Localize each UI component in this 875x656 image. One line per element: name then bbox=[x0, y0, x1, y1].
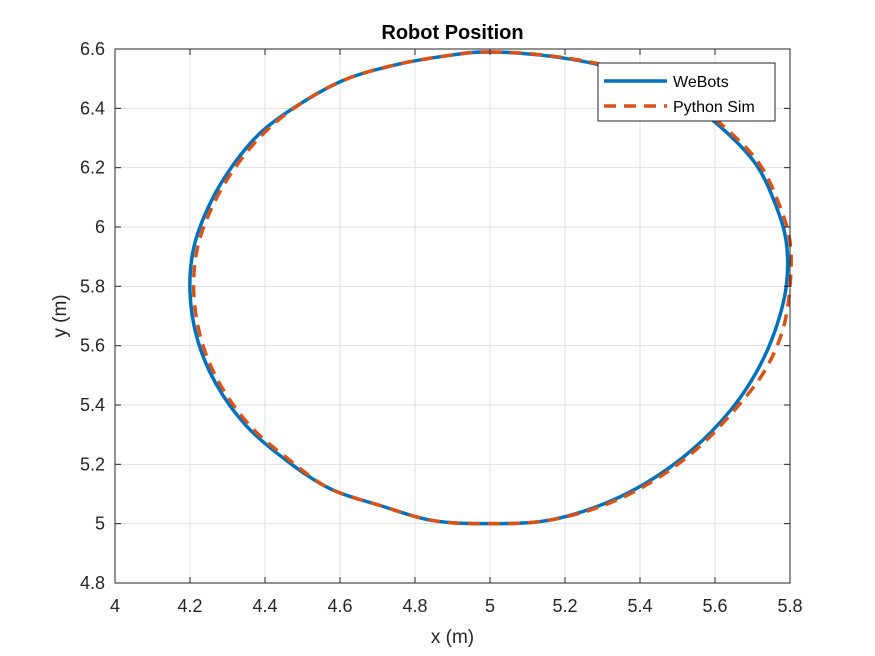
y-tick-label: 6 bbox=[95, 217, 105, 237]
y-axis-label: y (m) bbox=[50, 294, 71, 337]
series-lines bbox=[188, 50, 793, 526]
series-line-python-sim bbox=[191, 50, 793, 526]
x-tick-label: 5.8 bbox=[777, 596, 802, 616]
x-tick-label: 5.2 bbox=[552, 596, 577, 616]
plot-area bbox=[115, 49, 790, 583]
x-tick-label: 5.4 bbox=[627, 596, 652, 616]
x-tick-label: 4.4 bbox=[252, 596, 277, 616]
x-tick-label: 4.6 bbox=[327, 596, 352, 616]
x-tick-label: 4.8 bbox=[402, 596, 427, 616]
legend-label-webots: WeBots bbox=[673, 74, 729, 91]
legend-box bbox=[597, 62, 776, 122]
x-tick-label: 5.6 bbox=[702, 596, 727, 616]
y-tick-label: 4.8 bbox=[80, 573, 105, 593]
chart-title: Robot Position bbox=[381, 22, 523, 44]
plot-frame bbox=[114, 48, 791, 584]
y-tick-label: 5 bbox=[95, 514, 105, 534]
y-tick-label: 5.6 bbox=[80, 336, 105, 356]
y-tick-label: 6.2 bbox=[80, 158, 105, 178]
x-axis-label: x (m) bbox=[431, 627, 474, 648]
legend-label-python-sim: Python Sim bbox=[673, 99, 755, 116]
axis-ticks: 4 4.2 4.4 4.6 4.8 5 5.2 5.4 5.6 5.8 4.8 5 5.2 5.4 5.6 5… bbox=[80, 39, 803, 616]
x-tick-label: 4 bbox=[110, 596, 120, 616]
y-tick-label: 5.2 bbox=[80, 454, 105, 474]
y-tick-label: 6.6 bbox=[80, 39, 105, 59]
y-tick-label: 5.4 bbox=[80, 395, 105, 415]
x-tick-label: 4.2 bbox=[177, 596, 202, 616]
y-tick-label: 6.4 bbox=[80, 98, 105, 118]
legend: WeBots Python Sim bbox=[597, 62, 776, 122]
x-tick-label: 5 bbox=[485, 596, 495, 616]
y-tick-label: 5.8 bbox=[80, 276, 105, 296]
